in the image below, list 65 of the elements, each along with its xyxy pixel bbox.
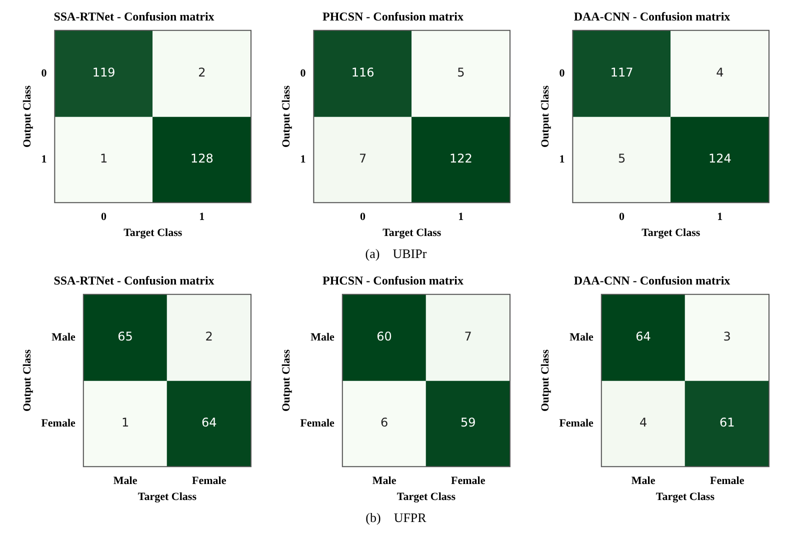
y-axis-title: Output Class: [539, 348, 552, 412]
x-tick-label: 1: [458, 211, 464, 224]
y-tick-label: Female: [559, 417, 594, 430]
y-tick-label: 0: [300, 67, 306, 80]
data-label: 6: [380, 416, 388, 430]
data-label: 128: [190, 152, 214, 166]
data-label: 61: [719, 416, 735, 430]
y-tick-label: Female: [300, 417, 335, 430]
data-label: 5: [618, 152, 626, 166]
data-label: 59: [460, 416, 476, 430]
x-tick-label: 1: [717, 211, 723, 224]
y-tick-label: 1: [41, 153, 47, 166]
x-tick-label: Female: [451, 475, 486, 488]
chart-title: DAA-CNN - Confusion matrix: [574, 9, 730, 24]
y-axis-title: Output Class: [280, 84, 292, 148]
chart-title: DAA-CNN - Confusion matrix: [574, 273, 730, 288]
y-tick-label: 1: [559, 153, 565, 166]
data-label: 7: [358, 152, 367, 166]
data-label: 60: [376, 330, 392, 344]
x-axis-title: Target Class: [656, 491, 716, 504]
y-axis-title: Output Class: [21, 348, 34, 412]
y-tick-label: 1: [300, 153, 306, 166]
x-axis-title: Target Class: [382, 227, 442, 240]
y-axis-title: Output Class: [539, 84, 552, 148]
data-label: 65: [118, 330, 133, 344]
data-label: 64: [636, 330, 651, 344]
y-tick-label: 0: [559, 67, 566, 80]
x-tick-label: Male: [113, 475, 138, 488]
x-tick-label: Female: [192, 475, 226, 488]
y-axis-title: Output Class: [280, 348, 292, 412]
y-tick-label: Female: [41, 417, 76, 430]
x-tick-label: 0: [619, 211, 626, 224]
chart-title: SSA-RTNet - Confusion matrix: [54, 273, 214, 288]
x-axis-title: Target Class: [396, 491, 456, 504]
data-label: 124: [708, 152, 732, 166]
x-tick-label: 0: [360, 211, 366, 224]
x-tick-label: 1: [199, 211, 205, 224]
data-label: 2: [198, 66, 206, 80]
data-label: 1: [100, 152, 108, 166]
data-label: 7: [464, 330, 472, 344]
data-label: 1: [121, 416, 130, 430]
chart-title: PHCSN - Confusion matrix: [322, 9, 464, 24]
x-tick-label: Male: [631, 475, 656, 488]
y-axis-title: Output Class: [21, 84, 34, 148]
x-tick-label: Female: [710, 475, 744, 488]
x-axis-title: Target Class: [642, 227, 701, 240]
text: (b) UFPR: [366, 510, 426, 525]
data-label: 4: [639, 416, 648, 430]
data-label: 3: [723, 330, 731, 344]
data-label: 5: [457, 66, 465, 80]
chart-title: PHCSN - Confusion matrix: [322, 273, 464, 288]
text: (a) UBIPr: [365, 246, 427, 261]
x-axis-title: Target Class: [124, 227, 183, 240]
x-tick-label: Male: [372, 475, 396, 488]
data-label: 117: [610, 66, 634, 80]
chart-title: SSA-RTNet - Confusion matrix: [54, 9, 214, 24]
data-label: 64: [201, 416, 217, 430]
y-tick-label: 0: [41, 67, 48, 80]
data-label: 4: [716, 66, 724, 80]
data-label: 119: [92, 66, 116, 80]
x-axis-title: Target Class: [138, 491, 198, 504]
x-tick-label: 0: [101, 211, 108, 224]
data-label: 116: [351, 66, 374, 80]
data-label: 122: [449, 152, 472, 166]
data-label: 2: [205, 330, 213, 344]
